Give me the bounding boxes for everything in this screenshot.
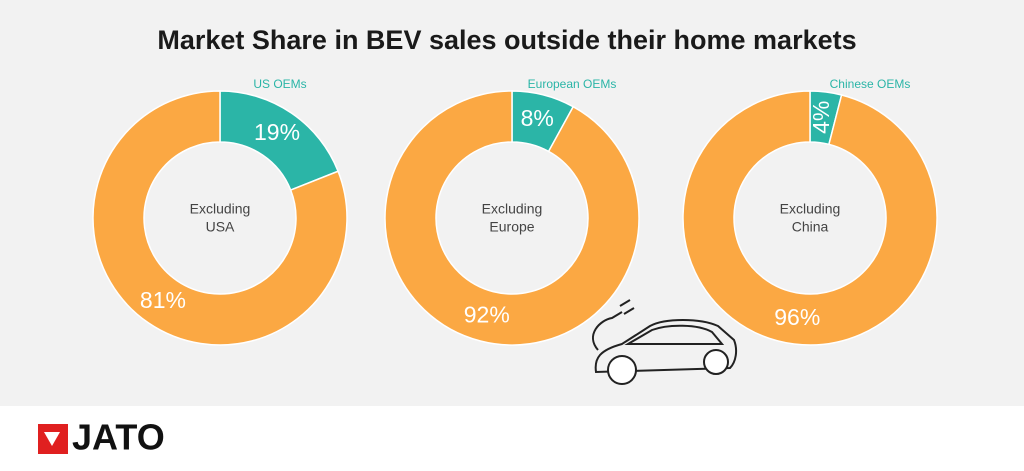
center-label: USA (206, 219, 235, 235)
center-label: Excluding (482, 201, 543, 217)
value-label: 8% (521, 105, 554, 131)
category-label: European OEMs (528, 77, 617, 91)
value-label: 81% (140, 287, 186, 313)
value-label: 92% (464, 301, 510, 327)
donut-segment (92, 90, 348, 346)
center-label: Europe (489, 219, 534, 235)
category-label: US OEMs (253, 77, 306, 91)
value-label: 4% (808, 101, 834, 134)
value-label: 96% (774, 304, 820, 330)
category-label: Chinese OEMs (830, 77, 911, 91)
footer-band (0, 406, 1024, 471)
donut-segment (384, 90, 640, 346)
center-label: Excluding (190, 201, 251, 217)
car-illustration (592, 299, 738, 385)
logo-text: JATO (72, 417, 165, 458)
logo (38, 424, 68, 454)
donut-segment (682, 90, 938, 346)
center-label: China (792, 219, 829, 235)
chart-title: Market Share in BEV sales outside their … (157, 25, 856, 55)
value-label: 19% (254, 119, 300, 145)
center-label: Excluding (780, 201, 841, 217)
